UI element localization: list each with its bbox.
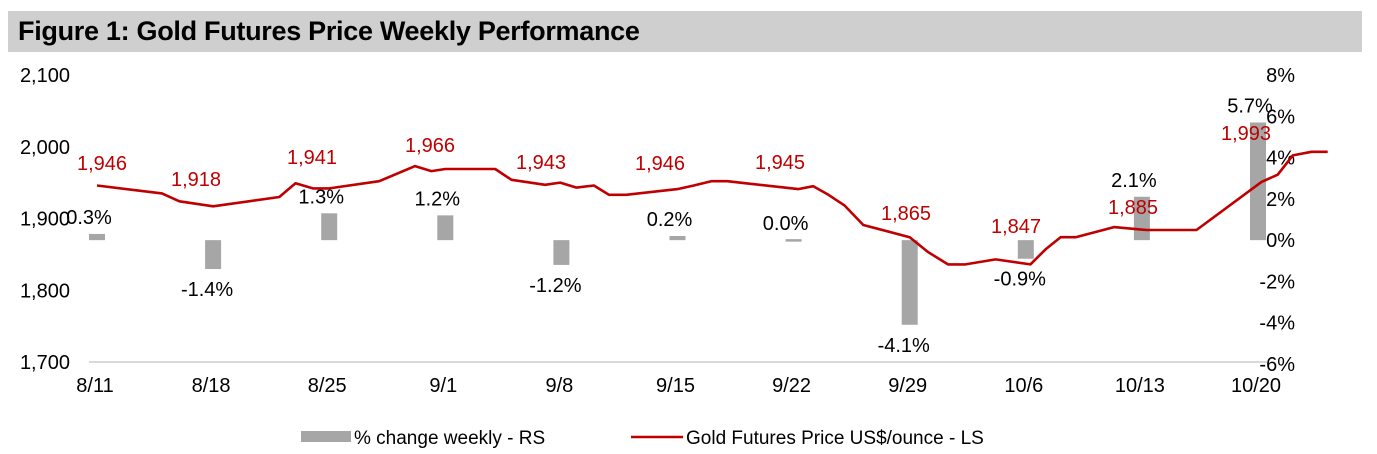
bar-data-label: -1.2% [529, 275, 581, 297]
bar-data-label: -1.4% [181, 279, 233, 301]
left-tick-label: 1,900 [20, 209, 70, 231]
left-tick-label: 2,000 [20, 137, 70, 159]
price-data-label: 1,941 [287, 147, 337, 169]
legend-bar-label: % change weekly - RS [354, 428, 545, 449]
bar-data-label: 2.1% [1111, 170, 1157, 192]
bar [89, 233, 105, 241]
right-tick-label: 0% [1266, 230, 1295, 252]
price-data-label: 1,945 [755, 152, 805, 174]
bar-data-label: -4.1% [878, 335, 930, 357]
bar-data-label: 1.2% [415, 188, 461, 210]
price-data-label: 1,865 [881, 203, 931, 225]
bar [553, 240, 570, 265]
bar [437, 215, 454, 241]
legend: % change weekly - RS Gold Futures Price … [301, 428, 984, 449]
x-tick-label: 9/8 [545, 375, 573, 397]
title-bar: Figure 1: Gold Futures Price Weekly Perf… [8, 11, 1362, 52]
left-axis: 1,700 1,800 1,900 2,000 2,100 [20, 65, 70, 374]
right-tick-label: 8% [1266, 65, 1295, 87]
right-tick-label: 4% [1266, 148, 1295, 170]
bar [1250, 122, 1266, 241]
right-tick-label: 6% [1266, 106, 1295, 128]
right-tick-label: -4% [1259, 313, 1295, 335]
x-tick-label: 10/20 [1231, 375, 1281, 397]
x-tick-label: 9/22 [772, 375, 811, 397]
left-tick-label: 2,100 [20, 65, 70, 87]
x-axis: 8/11 8/18 8/25 9/1 9/8 9/15 9/22 9/29 10/6 10/13 1… [76, 375, 1281, 397]
right-tick-label: -2% [1259, 271, 1295, 293]
price-data-label: 1,946 [635, 153, 685, 175]
price-data-label: 1,966 [405, 135, 455, 157]
right-tick-label: 2% [1266, 189, 1295, 211]
price-data-label: 1,943 [516, 152, 566, 174]
bar-labels: 0.3% -1.4% 1.3% 1.2% -1.2% 0.2% 0.0% -4.1% -0.9%… [66, 95, 1273, 356]
x-tick-label: 8/25 [308, 375, 347, 397]
price-data-label: 1,847 [991, 216, 1041, 238]
bar-data-label: 0.2% [647, 209, 693, 231]
price-data-label: 1,918 [171, 169, 221, 191]
x-tick-label: 8/18 [192, 375, 231, 397]
x-tick-label: 9/1 [429, 375, 457, 397]
x-tick-label: 10/13 [1115, 375, 1165, 397]
left-tick-label: 1,700 [20, 352, 70, 374]
legend-line-label: Gold Futures Price US$/ounce - LS [686, 428, 984, 449]
x-tick-label: 10/6 [1004, 375, 1043, 397]
price-labels: 1,946 1,918 1,941 1,966 1,943 1,946 1,945 1,865… [77, 123, 1271, 238]
left-tick-label: 1,800 [20, 280, 70, 302]
bar [669, 236, 686, 241]
bar-data-label: 1.3% [298, 186, 344, 208]
legend-bar-swatch [301, 431, 351, 442]
x-tick-label: 8/11 [76, 375, 113, 397]
right-tick-label: -6% [1259, 354, 1295, 376]
bar [321, 213, 338, 241]
x-tick-label: 9/29 [888, 375, 927, 397]
bar-data-label: 0.3% [66, 207, 112, 229]
bar-data-label: 5.7% [1227, 95, 1273, 117]
bar [1017, 240, 1034, 259]
price-line [96, 150, 1328, 266]
bar-data-label: -0.9% [994, 269, 1046, 291]
bar [901, 240, 918, 325]
price-data-label: 1,885 [1108, 197, 1158, 219]
figure-title: Figure 1: Gold Futures Price Weekly Perf… [18, 16, 640, 46]
price-data-label: 1,946 [77, 153, 127, 175]
bar-data-label: 0.0% [763, 213, 809, 235]
bar [785, 239, 802, 242]
x-tick-label: 9/15 [656, 375, 695, 397]
right-axis: -6% -4% -2% 0% 2% 4% 6% 8% [1259, 65, 1295, 376]
price-data-label: 1,993 [1221, 123, 1271, 145]
bar [205, 240, 222, 270]
